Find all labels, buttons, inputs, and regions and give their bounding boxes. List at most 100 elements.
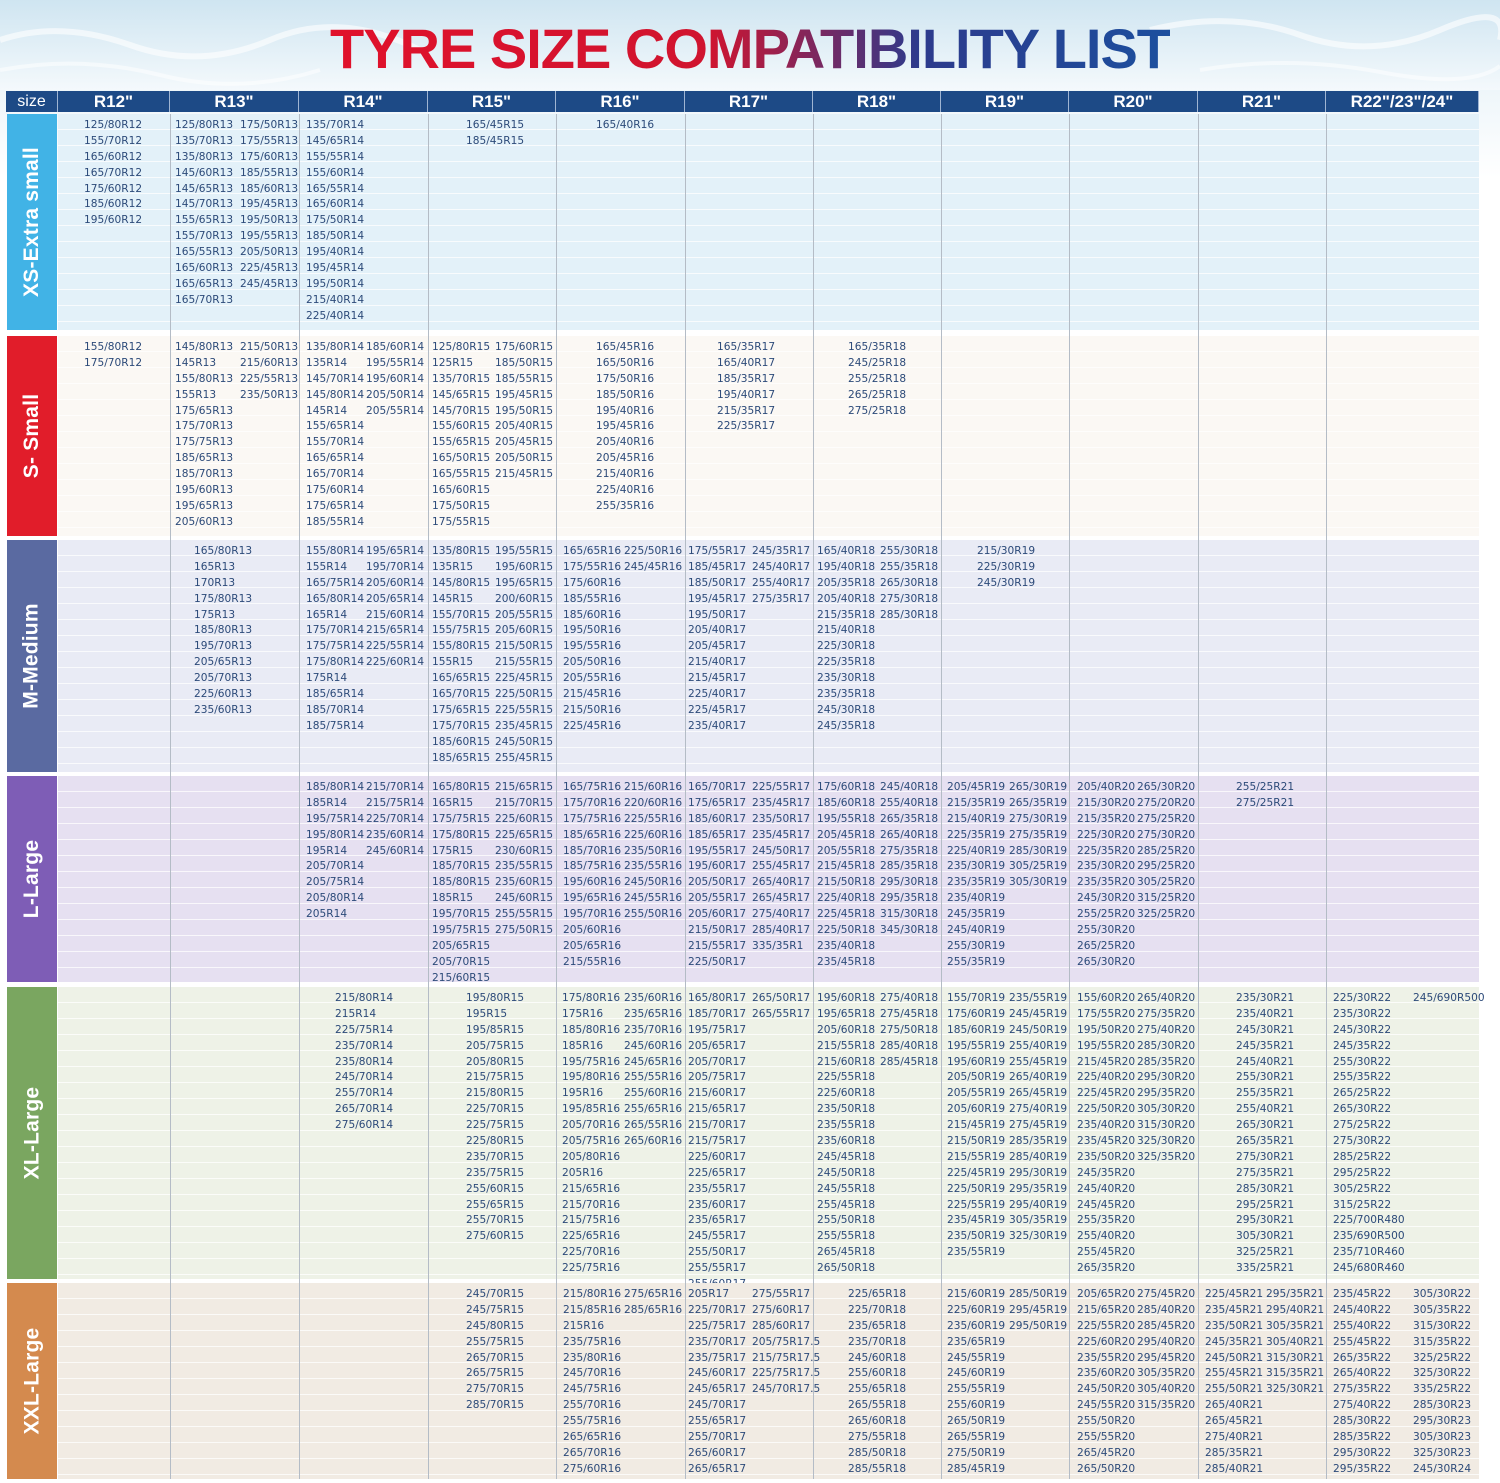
tyre-size: 245/50R16 [624, 876, 683, 889]
tyre-size: 225/60R14 [366, 656, 425, 669]
tyre-size-list: 165/35R18 245/25R18 255/25R18 265/25R18 275/… [848, 340, 906, 419]
tyre-size: 235/40R17 [688, 719, 747, 732]
tyre-size-list: 165/70R17 175/65R17 185/60R17 185/65R17 195/… [688, 780, 746, 971]
tyre-size: 245/60R15 [495, 892, 554, 905]
tyre-size: 195/80R15 [466, 992, 525, 1004]
tyre-size: 235/55R19 [947, 1246, 1006, 1259]
tyre-size: 285/30R23 [1413, 1399, 1472, 1412]
tyre-size: 195/65R15 [495, 576, 554, 589]
tyre-size: 205/45R15 [495, 436, 554, 449]
tyre-size: 275/30R22 [1333, 1135, 1392, 1148]
tyre-size: 205/50R16 [563, 656, 622, 669]
tyre-size-list: 275/55R17 275/60R17 285/60R17 205/75R17.5 21… [752, 1287, 820, 1398]
tyre-size: 235/40R21 [1236, 1007, 1295, 1020]
tyre-size: 255/60R19 [947, 1399, 1006, 1412]
tyre-size-list: 265/30R20 275/20R20 275/25R20 275/30R20 285/… [1137, 780, 1195, 923]
tyre-size: 255/55R20 [1077, 1431, 1136, 1444]
tyre-size-list: 165/80R17 185/70R17 195/75R17 205/65R17 205/… [688, 991, 746, 1293]
header-size: size [6, 91, 58, 112]
tyre-size: 185/60R15 [432, 735, 491, 748]
tyre-size: 225/35R19 [947, 828, 1006, 841]
tyre-size: 215/35R18 [817, 608, 876, 621]
tyre-size-list: 235/60R16 235/65R16 235/70R16 245/60R16 245/… [624, 991, 682, 1150]
tyre-size: 175/60R13 [240, 150, 299, 163]
tyre-size: 215/60R16 [624, 781, 683, 793]
tyre-size: 205/40R17 [688, 624, 747, 637]
tyre-size: 245/70R15 [466, 1288, 525, 1300]
tyre-size: 275/45R19 [1009, 1119, 1068, 1132]
tyre-size: 255/30R21 [1236, 1071, 1295, 1084]
tyre-size: 225/60R16 [624, 828, 683, 841]
tyre-size: 235/55R17 [688, 1182, 747, 1195]
tyre-size: 275/40R17 [752, 908, 811, 921]
tyre-size: 225/40R19 [947, 844, 1006, 857]
tyre-size: 185/70R16 [563, 844, 622, 857]
tyre-size: 245/45R19 [1009, 1007, 1068, 1020]
tyre-size: 345/30R18 [880, 924, 939, 937]
tyre-size: 255/45R20 [1077, 1246, 1136, 1259]
tyre-size: 275/25R22 [1333, 1119, 1392, 1132]
header-rim-7: R18" [813, 91, 941, 112]
tyre-size: 205/70R17 [688, 1055, 747, 1068]
tyre-size: 315/30R18 [880, 908, 939, 921]
tyre-size: 215/60R18 [817, 1055, 876, 1068]
tyre-size: 225/50R15 [495, 688, 554, 701]
tyre-size-list: 245/690R500 [1413, 991, 1485, 1007]
tyre-size: 285/35R22 [1333, 1431, 1392, 1444]
tyre-size: 255/75R16 [563, 1415, 622, 1428]
tyre-size-list: 175/50R13 175/55R13 175/60R13 185/55R13 185/… [240, 118, 298, 293]
tyre-size: 325/30R19 [1009, 1230, 1068, 1243]
tyre-size: 195/50R14 [306, 277, 365, 290]
tyre-size: 285/40R17 [752, 924, 811, 937]
tyre-size: 275/60R16 [563, 1462, 622, 1475]
size-label: XXL-Large [7, 1283, 57, 1479]
tyre-size: 255/45R18 [817, 1198, 876, 1211]
tyre-size: 205/60R14 [366, 576, 425, 589]
tyre-size: 325/25R22 [1413, 1351, 1472, 1364]
tyre-size: 255/70R14 [335, 1087, 394, 1100]
tyre-size: 305/40R20 [1137, 1383, 1196, 1396]
tyre-size: 195/45R17 [688, 592, 747, 605]
tyre-size: 235/50R17 [752, 812, 811, 825]
tyre-size: 275/40R21 [1205, 1431, 1264, 1444]
tyre-size: 185/80R15 [432, 876, 491, 889]
tyre-size: 215/40R17 [688, 656, 747, 669]
tyre-size: 275/40R20 [1137, 1023, 1196, 1036]
table-header-row: size R12" R13" R14" R15" R16" R17" R18" R19" R20"… [6, 91, 1479, 112]
tyre-size: 165R13 [194, 560, 236, 573]
tyre-size: 135/80R14 [306, 341, 365, 353]
tyre-size: 245/55R20 [1077, 1399, 1136, 1412]
tyre-size: 205/50R13 [240, 246, 299, 259]
tyre-size: 145/60R13 [175, 166, 234, 179]
tyre-size: 205/45R19 [947, 781, 1006, 793]
tyre-size: 165/50R16 [596, 356, 655, 369]
tyre-size: 255/50R16 [624, 908, 683, 921]
tyre-size: 225/75R15 [466, 1119, 525, 1132]
size-band-6 [58, 1283, 1479, 1479]
tyre-size-list: 295/35R21 295/40R21 305/35R21 305/40R21 315/… [1266, 1287, 1324, 1398]
tyre-size: 215/30R19 [977, 545, 1036, 557]
tyre-size-list: 225/55R17 235/45R17 235/50R17 235/45R17 245/… [752, 780, 810, 955]
tyre-size: 165/40R17 [717, 356, 776, 369]
tyre-size-list: 125/80R13 135/70R13 135/80R13 145/60R13 145/… [175, 118, 233, 309]
tyre-size: 215/65R20 [1077, 1303, 1136, 1316]
tyre-size: 225/55R19 [947, 1198, 1006, 1211]
tyre-size: 195/80R16 [562, 1071, 621, 1084]
tyre-size: 275/55R17 [752, 1288, 811, 1300]
tyre-size: 245/75R15 [466, 1303, 525, 1316]
tyre-size: 165/70R15 [432, 688, 491, 701]
tyre-size: 225/35R18 [817, 656, 876, 669]
tyre-size-list: 175/55R17 185/45R17 185/50R17 195/45R17 195/… [688, 544, 746, 735]
tyre-size-list: 165/40R16 [596, 118, 654, 134]
tyre-size: 285/35R21 [1205, 1446, 1264, 1459]
tyre-size: 225/45R21 [1205, 1288, 1264, 1300]
tyre-size: 195/50R15 [495, 404, 554, 417]
tyre-size-list: 225/30R22 235/30R22 245/30R22 245/35R22 255/… [1333, 991, 1405, 1277]
tyre-size-list: 155/70R19 175/60R19 185/60R19 195/55R19 195/… [947, 991, 1005, 1261]
tyre-size: 155/80R12 [84, 341, 143, 353]
tyre-size: 275/35R18 [880, 844, 939, 857]
tyre-size: 285/40R19 [1009, 1150, 1068, 1163]
tyre-size: 235/710R460 [1333, 1246, 1405, 1259]
tyre-size: 195/40R14 [306, 246, 365, 259]
tyre-size: 305/40R21 [1266, 1335, 1325, 1348]
